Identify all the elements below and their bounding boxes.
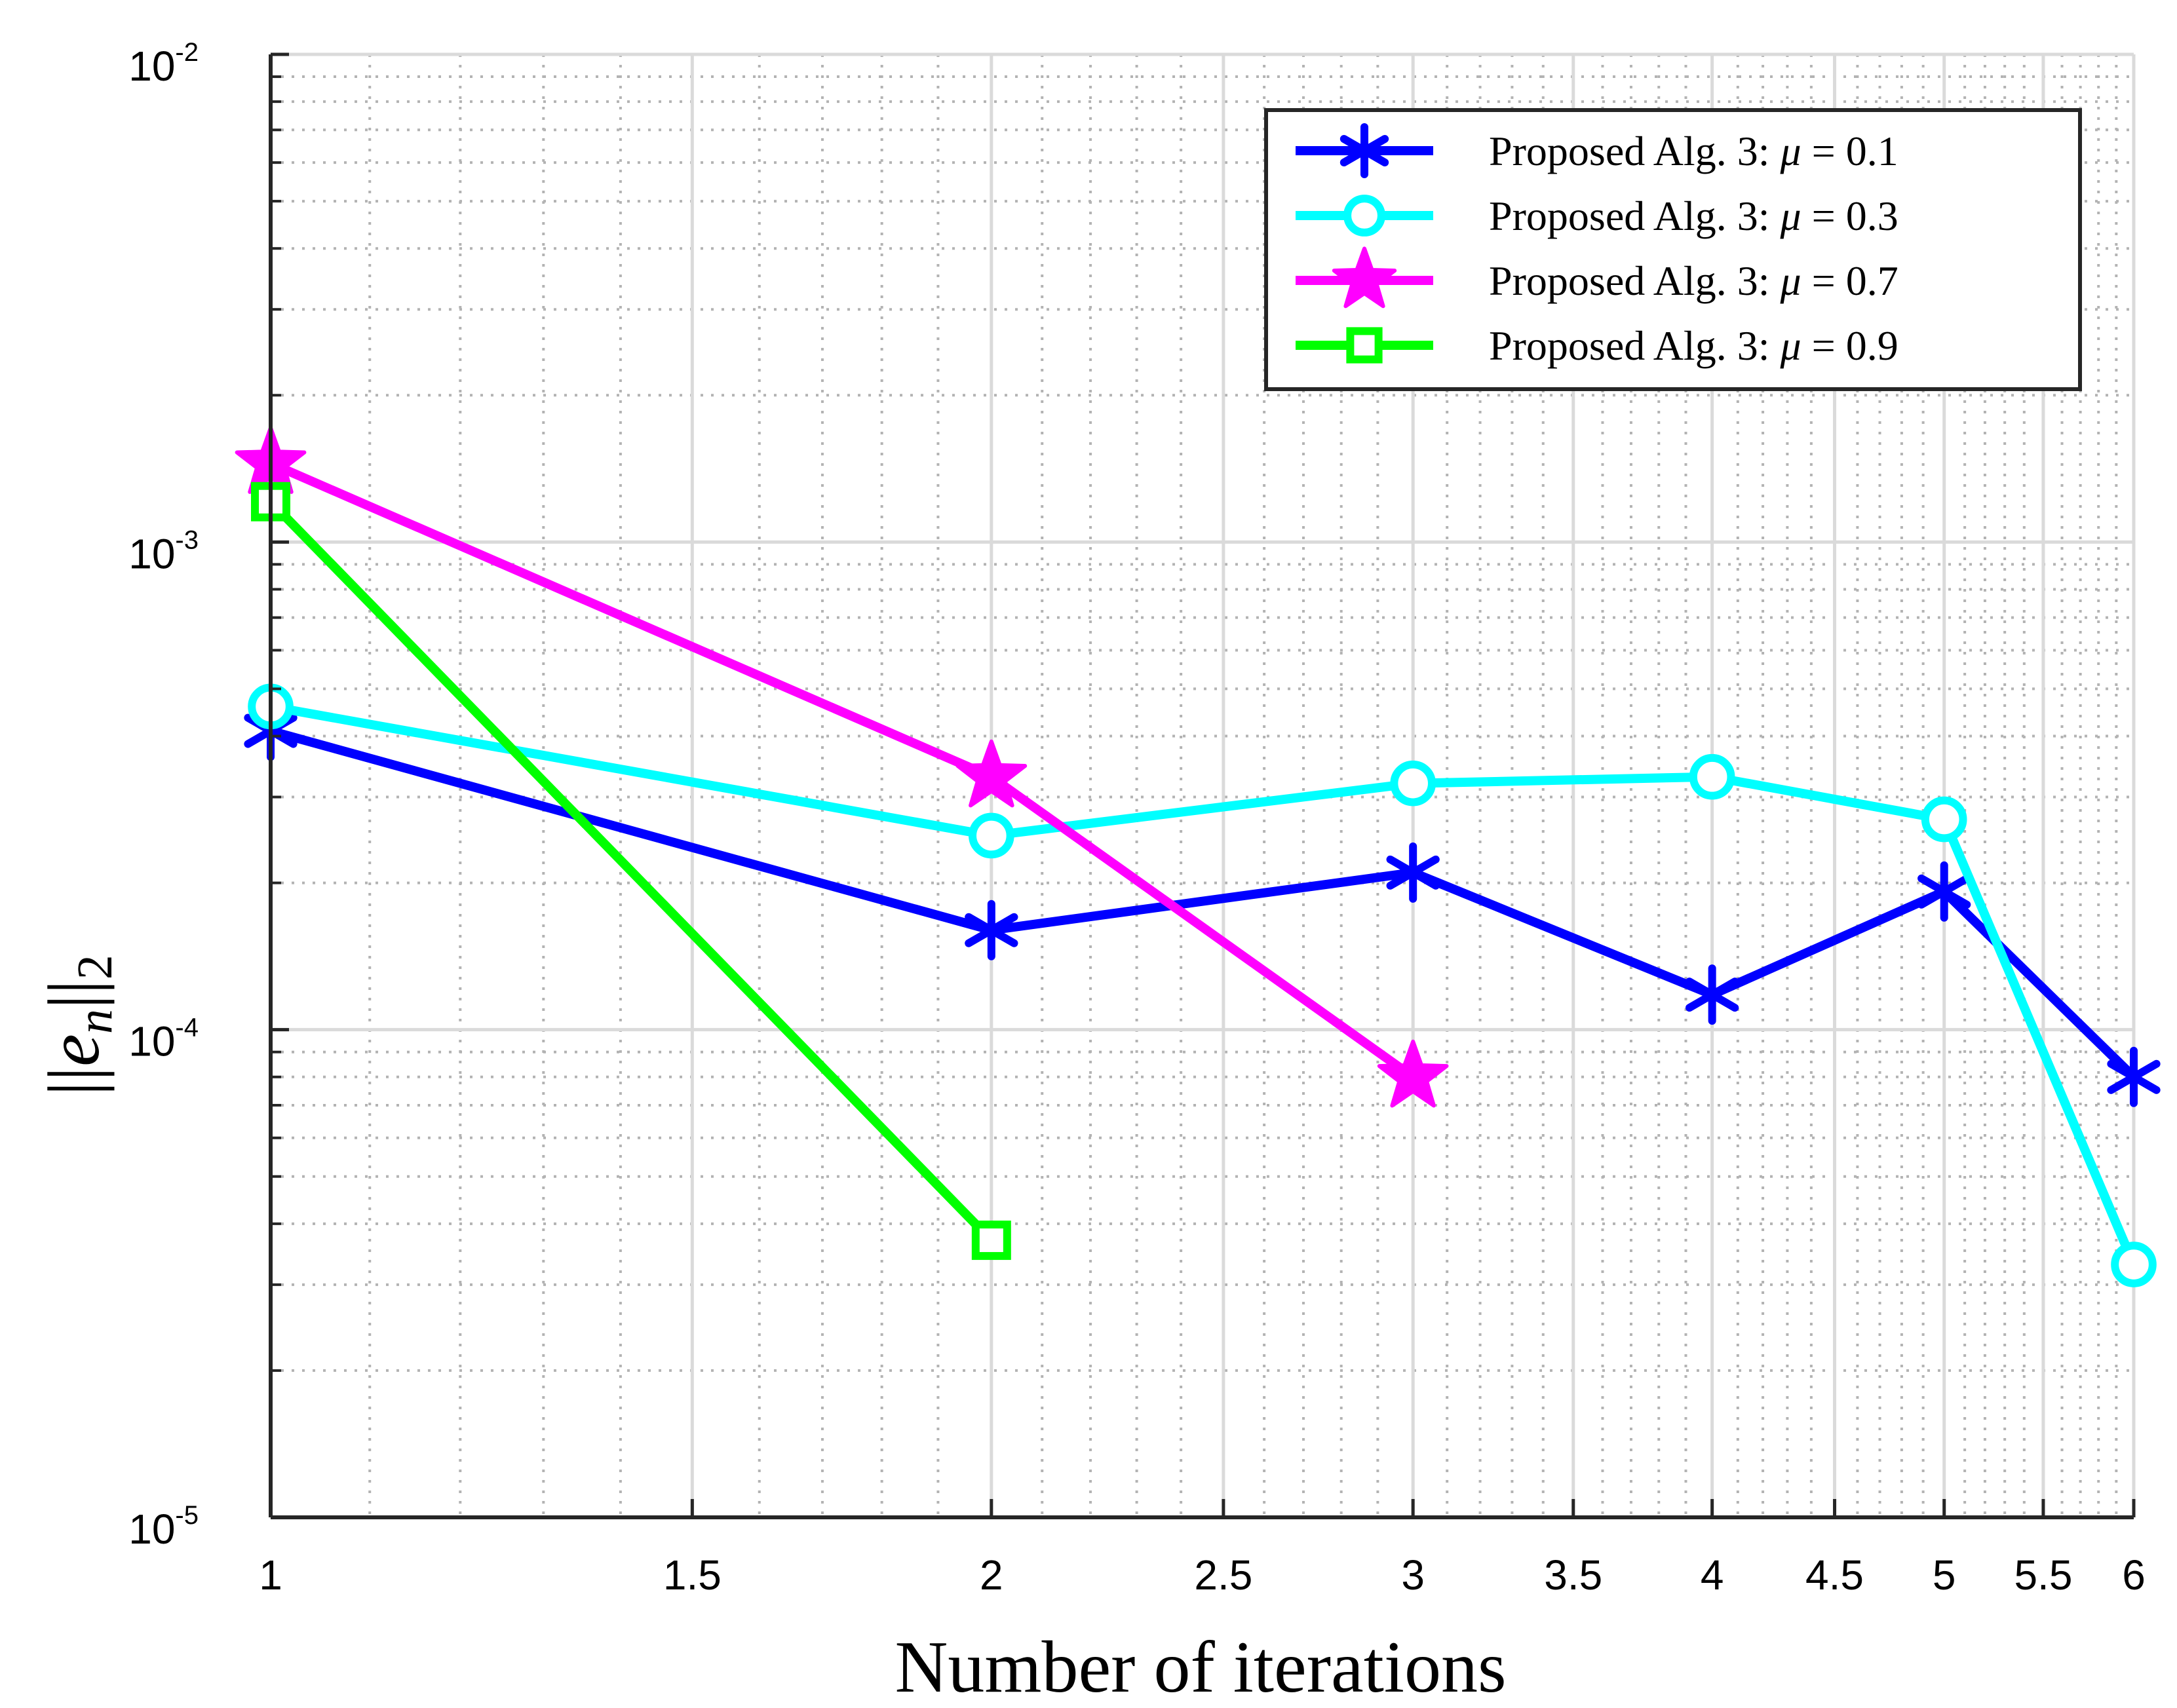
marker-stroke — [2107, 1059, 2161, 1094]
series-line — [266, 459, 1418, 1082]
data-point — [1377, 1039, 1449, 1108]
tick-labels: 1 1.5 2 2.5 3 3.5 4 4.5 5 5.5 6 10-5 10-4 10-3 10-2 — [128, 38, 2146, 1599]
x-tick-label: 4.5 — [1805, 1551, 1864, 1599]
x-tick-label: 1.5 — [663, 1551, 722, 1599]
marker-stroke — [1386, 855, 1440, 890]
series-line — [266, 702, 2138, 1270]
y-axis-title-var: e — [33, 1034, 115, 1067]
marker-stroke — [1917, 874, 1971, 909]
y-tick-label: 10-5 — [128, 1501, 199, 1553]
legend-label: Proposed Alg. 3: μ = 0.7 — [1489, 257, 1898, 304]
series-3 — [235, 426, 1449, 1108]
marker-star — [1332, 246, 1397, 309]
x-tick-label: 5.5 — [2014, 1551, 2072, 1599]
data-point — [971, 1221, 1011, 1261]
y-axis-title: ||en||2 — [33, 955, 123, 1095]
data-point — [1689, 753, 1735, 800]
marker-stroke — [1339, 135, 1389, 166]
marker-square — [971, 1221, 1011, 1261]
marker-circle — [1343, 195, 1385, 237]
series-1 — [244, 700, 2161, 1107]
legend-item: Proposed Alg. 3: μ = 0.1 — [1296, 123, 1898, 178]
marker-circle — [1921, 796, 1967, 843]
y-tick-label: 10-4 — [128, 1014, 199, 1065]
series-2 — [248, 683, 2157, 1287]
marker-stroke — [1686, 977, 1739, 1012]
legend-item: Proposed Alg. 3: μ = 0.3 — [1296, 193, 1898, 239]
marker-star — [1332, 246, 1397, 309]
svg-text:||en||2: ||en||2 — [33, 955, 123, 1095]
y-tick-label: 10-3 — [128, 525, 199, 577]
data-point — [965, 900, 1018, 960]
marker-circle — [1390, 760, 1436, 807]
marker-asterisk — [1339, 123, 1389, 178]
data-point — [1686, 964, 1739, 1025]
marker-square — [1346, 327, 1383, 364]
x-tick-label: 3 — [1401, 1551, 1425, 1599]
series-line — [266, 497, 996, 1245]
data-point — [1921, 796, 1967, 843]
axes — [269, 52, 2136, 1519]
marker-stroke — [965, 913, 1018, 947]
y-axis-title-bars-left: || — [33, 1067, 115, 1096]
y-axis-title-sub: n — [67, 1009, 123, 1034]
x-tick-label: 2 — [980, 1551, 1003, 1599]
legend-label: Proposed Alg. 3: μ = 0.1 — [1489, 128, 1898, 174]
data-point — [1386, 842, 1440, 903]
data-point — [955, 739, 1028, 808]
data-point — [1917, 861, 1971, 922]
marker-circle — [969, 812, 1014, 859]
data-point — [2111, 1242, 2157, 1287]
marker-circle — [1689, 753, 1735, 800]
data-point — [2107, 1046, 2161, 1107]
series-4 — [251, 482, 1011, 1261]
x-axis-title: Number of iterations — [895, 1627, 1506, 1705]
y-axis-title-bars-right: || — [33, 979, 115, 1009]
series-line — [266, 726, 2138, 1082]
x-tick-label: 3.5 — [1544, 1551, 1602, 1599]
marker-circle — [2111, 1242, 2157, 1287]
x-tick-label: 5 — [1933, 1551, 1956, 1599]
legend-label: Proposed Alg. 3: μ = 0.3 — [1489, 193, 1898, 239]
legend: Proposed Alg. 3: μ = 0.1 Proposed Alg. 3:… — [1264, 108, 2082, 391]
y-tick-label: 10-2 — [128, 38, 199, 90]
legend-label: Proposed Alg. 3: μ = 0.9 — [1489, 322, 1898, 369]
data-point — [1390, 760, 1436, 807]
x-tick-label: 4 — [1701, 1551, 1724, 1599]
legend-item: Proposed Alg. 3: μ = 0.9 — [1296, 322, 1898, 369]
y-axis-title-norm-sub: 2 — [67, 955, 123, 979]
x-tick-label: 1 — [259, 1551, 282, 1599]
data-point — [969, 812, 1014, 859]
legend-item: Proposed Alg. 3: μ = 0.7 — [1296, 246, 1898, 309]
x-tick-label: 6 — [2122, 1551, 2146, 1599]
series-layer — [235, 426, 2161, 1287]
marker-star — [1377, 1039, 1449, 1108]
marker-star — [955, 739, 1028, 808]
x-tick-label: 2.5 — [1194, 1551, 1252, 1599]
marker-square — [1346, 327, 1383, 364]
marker-circle — [1343, 195, 1385, 237]
